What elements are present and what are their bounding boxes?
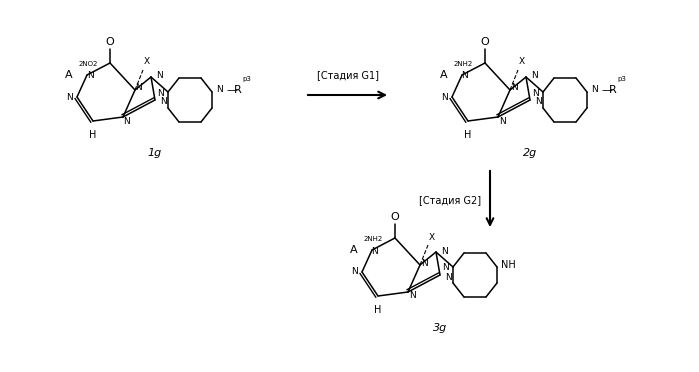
Text: N: N	[66, 93, 73, 102]
Text: N: N	[442, 263, 449, 273]
Text: p3: p3	[242, 76, 251, 82]
Text: N: N	[157, 89, 164, 97]
Text: N: N	[124, 116, 131, 125]
Text: 3g: 3g	[433, 323, 447, 333]
Text: X: X	[144, 58, 150, 67]
Text: —: —	[601, 85, 612, 95]
Text: A: A	[350, 245, 358, 255]
Text: N: N	[461, 71, 468, 80]
Text: O: O	[391, 212, 399, 222]
Text: N: N	[535, 97, 542, 106]
Text: N: N	[441, 247, 448, 256]
Text: X: X	[519, 58, 525, 67]
Text: 2NO2: 2NO2	[79, 61, 99, 67]
Text: [Стадия G2]: [Стадия G2]	[419, 195, 481, 205]
Text: 1g: 1g	[148, 148, 162, 158]
Text: N: N	[445, 273, 452, 282]
Text: N: N	[136, 83, 143, 93]
Text: N: N	[372, 247, 378, 256]
Text: N: N	[531, 71, 538, 80]
Text: N: N	[87, 71, 94, 80]
Text: X: X	[429, 232, 435, 241]
Text: N: N	[441, 93, 448, 102]
Text: H: H	[464, 130, 472, 140]
Text: N: N	[216, 86, 223, 94]
Text: N: N	[160, 97, 167, 106]
Text: 2g: 2g	[523, 148, 537, 158]
Text: N: N	[156, 71, 163, 80]
Text: H: H	[89, 130, 96, 140]
Text: O: O	[106, 37, 115, 47]
Text: R: R	[609, 85, 617, 95]
Text: O: O	[481, 37, 489, 47]
Text: A: A	[440, 70, 448, 80]
Text: H: H	[374, 305, 382, 315]
Text: NH: NH	[501, 260, 516, 270]
Text: N: N	[409, 292, 415, 301]
Text: N: N	[421, 259, 427, 267]
Text: A: A	[66, 70, 73, 80]
Text: —: —	[226, 85, 237, 95]
Text: 2NH2: 2NH2	[364, 236, 383, 242]
Text: [Стадия G1]: [Стадия G1]	[317, 70, 379, 80]
Text: N: N	[532, 89, 539, 97]
Text: N: N	[591, 86, 598, 94]
Text: 2NH2: 2NH2	[454, 61, 473, 67]
Text: N: N	[511, 83, 517, 93]
Text: p3: p3	[617, 76, 626, 82]
Text: R: R	[234, 85, 242, 95]
Text: N: N	[498, 116, 505, 125]
Text: N: N	[352, 267, 358, 276]
